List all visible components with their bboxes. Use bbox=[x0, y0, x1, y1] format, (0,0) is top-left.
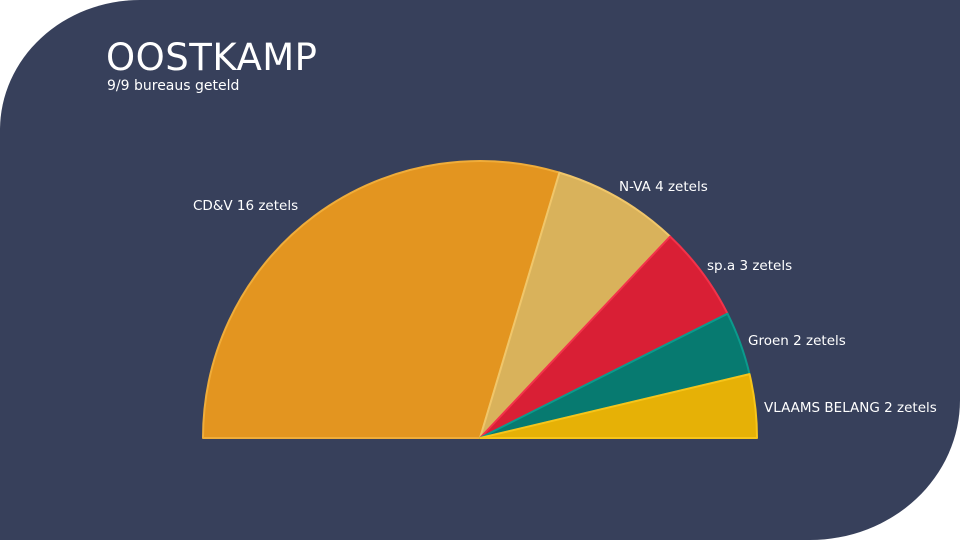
label-vlaams-belang: VLAAMS BELANG 2 zetels bbox=[764, 400, 937, 416]
label-groen: Groen 2 zetels bbox=[748, 333, 846, 349]
page-title: OOSTKAMP bbox=[106, 36, 318, 79]
label-sp-a: sp.a 3 zetels bbox=[707, 258, 792, 274]
label-n-va: N-VA 4 zetels bbox=[619, 179, 708, 195]
slice-cd-v bbox=[202, 160, 561, 439]
slice-n-va bbox=[479, 171, 672, 439]
label-cd-v: CD&V 16 zetels bbox=[193, 198, 298, 214]
slice-vlaams-belang bbox=[479, 373, 758, 439]
page-subtitle: 9/9 bureaus geteld bbox=[107, 78, 240, 94]
